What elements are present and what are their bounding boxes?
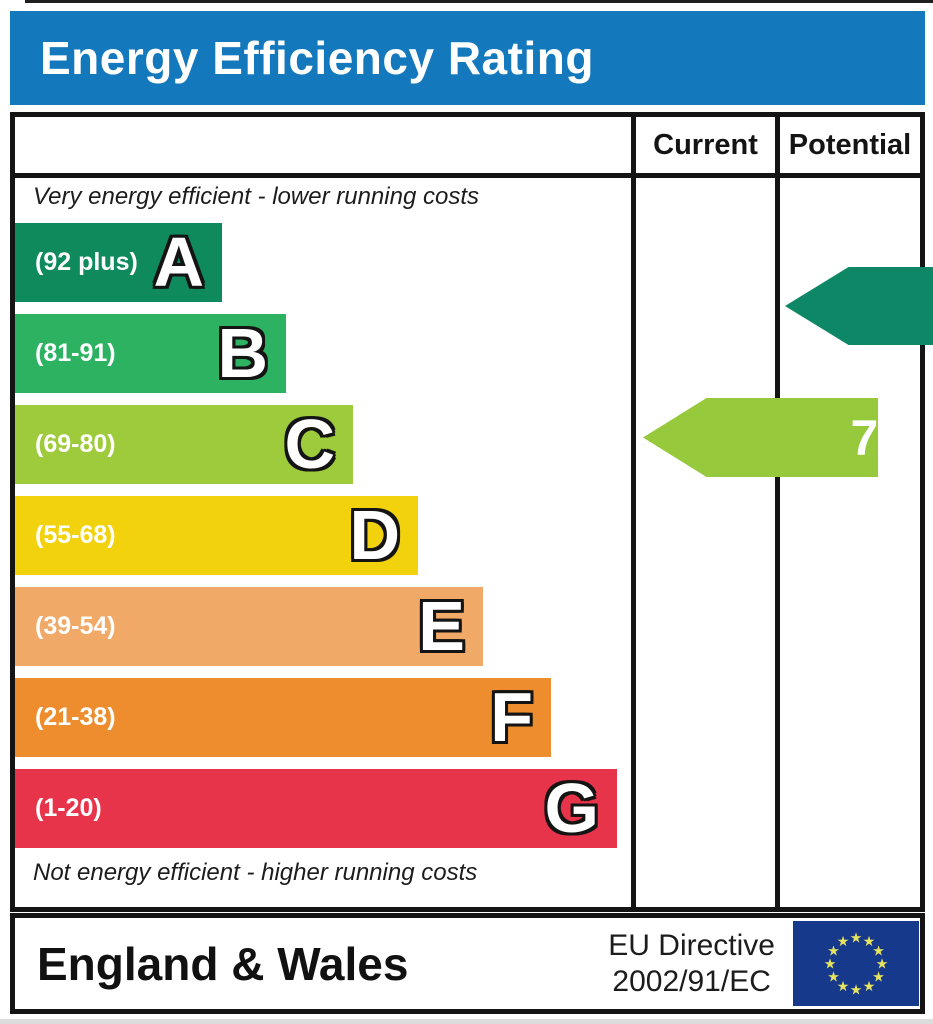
band-a-range: (92 plus) [35,248,138,276]
band-g-letter: G [544,769,599,847]
eu-directive-line2: 2002/91/EC [612,964,771,998]
svg-text:★: ★ [824,956,837,972]
footer: England & Wales EU Directive 2002/91/EC … [10,913,925,1014]
potential-column-header: Potential [788,128,912,161]
band-e: (39-54) E [15,587,483,666]
band-c: (69-80) C [15,405,353,484]
current-column-divider [631,117,636,907]
band-f-letter: F [490,678,533,756]
svg-text:★: ★ [876,956,889,972]
band-c-range: (69-80) [35,430,116,458]
top-note: Very energy efficient - lower running co… [33,183,479,210]
svg-text:★: ★ [863,978,876,994]
svg-text:★: ★ [850,930,863,946]
bottom-edge-line [0,1019,933,1024]
band-a-letter: A [153,223,204,301]
svg-text:★: ★ [872,969,885,985]
band-f-range: (21-38) [35,703,116,731]
band-f: (21-38) F [15,678,551,757]
current-column-header: Current [653,128,758,161]
band-e-range: (39-54) [35,612,116,640]
page-title: Energy Efficiency Rating [40,32,594,84]
eu-directive-line1: EU Directive [608,928,775,962]
svg-text:★: ★ [837,978,850,994]
band-e-letter: E [418,587,465,665]
eu-directive-label: EU Directive 2002/91/EC [608,928,775,1000]
bottom-note: Not energy efficient - higher running co… [33,859,478,886]
potential-rating-arrow: 92 [785,267,933,345]
band-b-letter: B [217,314,268,392]
eu-flag-icon: ★ ★ ★ ★ ★ ★ ★ ★ ★ ★ ★ ★ [793,921,919,1006]
svg-text:★: ★ [863,933,876,949]
band-g-range: (1-20) [35,794,102,822]
current-rating-arrow: 77 [643,398,879,477]
header-row-divider [15,173,920,178]
current-rating-value: 77 [850,409,907,466]
svg-text:★: ★ [837,933,850,949]
band-a: (92 plus) A [15,223,222,302]
title-bar: Energy Efficiency Rating [10,11,925,105]
potential-column-divider [775,117,780,907]
top-edge-line [25,0,933,3]
band-d: (55-68) D [15,496,418,575]
band-d-letter: D [349,496,400,574]
region-label: England & Wales [37,937,409,990]
band-d-range: (55-68) [35,521,116,549]
band-b-range: (81-91) [35,339,116,367]
svg-text:★: ★ [850,982,863,998]
svg-text:★: ★ [827,969,840,985]
svg-text:★: ★ [827,943,840,959]
rating-chart-inner: Current Potential Very energy efficient … [15,117,933,907]
svg-text:★: ★ [872,943,885,959]
band-b: (81-91) B [15,314,286,393]
rating-chart: Current Potential Very energy efficient … [10,112,933,912]
band-g: (1-20) G [15,769,617,848]
band-c-letter: C [284,405,335,483]
